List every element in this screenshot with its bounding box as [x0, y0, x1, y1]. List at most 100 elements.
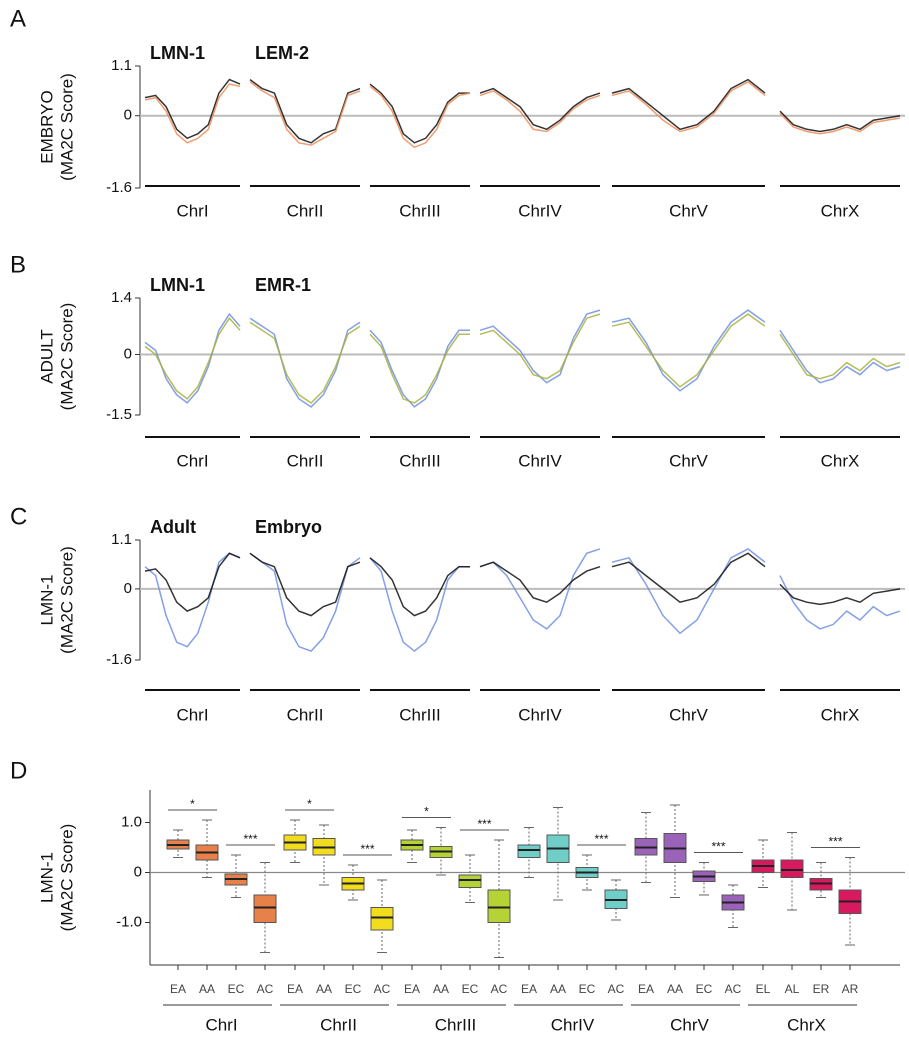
significance-label: ***: [711, 840, 725, 854]
signal-line: [479, 309, 601, 384]
x-tick-label: AC: [491, 982, 508, 996]
chromosome-label: ChrII: [287, 201, 324, 220]
chromosome-label: ChrI: [176, 705, 208, 724]
chromosome-label: ChrII: [287, 705, 324, 724]
chromosome-label: ChrV: [669, 451, 708, 470]
y-tick-label: 0: [124, 107, 132, 124]
legend-label: LEM-2: [255, 43, 309, 63]
signal-line: [479, 313, 601, 380]
signal-line: [611, 548, 766, 635]
panel-letter: D: [10, 757, 27, 784]
y-tick-label: -1.6: [106, 179, 132, 196]
chromosome-label: ChrI: [176, 201, 208, 220]
x-tick-label: AC: [374, 982, 391, 996]
y-axis-title: (MA2C Score): [57, 303, 76, 411]
x-tick-label: AC: [257, 982, 274, 996]
signal-line: [249, 552, 361, 652]
chromosome-label: ChrIII: [399, 201, 441, 220]
signal-line: [479, 561, 601, 604]
chromosome-label: ChrIV: [518, 201, 562, 220]
signal-line: [249, 552, 361, 617]
chromosome-label: ChrX: [821, 705, 860, 724]
x-tick-label: EA: [638, 982, 654, 996]
chromosome-label: ChrIII: [435, 1015, 477, 1034]
y-tick-label: 0: [134, 863, 142, 880]
signal-line: [144, 312, 241, 404]
signal-line: [479, 90, 601, 133]
signal-line: [611, 309, 766, 392]
legend-label: Adult: [150, 517, 196, 537]
legend-label: Embryo: [255, 517, 322, 537]
chromosome-label: ChrV: [669, 201, 708, 220]
significance-label: ***: [243, 832, 257, 846]
chromosome-label: ChrI: [205, 1015, 237, 1034]
signal-line: [249, 78, 361, 144]
chromosome-label: ChrIV: [518, 705, 562, 724]
signal-line: [779, 112, 901, 135]
chromosome-label: ChrIV: [551, 1015, 595, 1034]
x-tick-label: EA: [521, 982, 537, 996]
y-tick-label: -1.5: [106, 406, 132, 423]
signal-line: [369, 83, 470, 144]
legend-label: LMN-1: [150, 275, 205, 295]
signal-line: [779, 575, 901, 630]
y-axis-title: LMN-1: [37, 574, 56, 625]
y-tick-label: -1.6: [106, 651, 132, 668]
box: [253, 894, 277, 923]
signal-line: [779, 583, 901, 606]
signal-line: [144, 83, 241, 144]
chromosome-label: ChrV: [670, 1015, 709, 1034]
signal-line: [144, 316, 241, 400]
chromosome-label: ChrII: [287, 451, 324, 470]
significance-label: *: [190, 797, 195, 811]
y-axis-title: (MA2C Score): [57, 546, 76, 654]
box: [487, 889, 511, 923]
signal-line: [144, 78, 241, 140]
signal-line: [479, 548, 601, 630]
x-tick-label: EL: [756, 982, 771, 996]
significance-label: ***: [594, 832, 608, 846]
x-tick-label: AA: [199, 982, 215, 996]
box: [517, 844, 541, 858]
chromosome-label: ChrX: [821, 451, 860, 470]
signal-line: [249, 321, 361, 404]
signal-line: [369, 329, 470, 408]
panel-letter: B: [10, 251, 26, 278]
panel-letter: A: [10, 5, 26, 32]
x-tick-label: AC: [608, 982, 625, 996]
chromosome-label: ChrX: [821, 201, 860, 220]
x-tick-label: EC: [345, 982, 362, 996]
x-tick-label: EC: [462, 982, 479, 996]
y-tick-label: 0: [124, 580, 132, 597]
y-axis-title: (MA2C Score): [57, 73, 76, 181]
chromosome-label: ChrIII: [399, 705, 441, 724]
box: [780, 859, 804, 878]
signal-line: [369, 557, 470, 617]
significance-label: ***: [828, 835, 842, 849]
x-tick-label: AA: [316, 982, 332, 996]
panel-letter: C: [10, 503, 27, 530]
legend-label: LMN-1: [150, 43, 205, 63]
significance-label: ***: [360, 842, 374, 856]
chromosome-label: ChrV: [669, 705, 708, 724]
y-tick-label: 1.1: [111, 531, 132, 548]
signal-line: [611, 80, 766, 133]
chromosome-label: ChrX: [787, 1015, 826, 1034]
x-tick-label: AC: [725, 982, 742, 996]
chromosome-label: ChrIV: [518, 451, 562, 470]
signal-line: [369, 85, 471, 149]
chromosome-label: ChrI: [176, 451, 208, 470]
x-tick-label: EC: [696, 982, 713, 996]
x-tick-label: AA: [433, 982, 449, 996]
legend-label: EMR-1: [255, 275, 311, 295]
signal-line: [249, 81, 361, 146]
signal-line: [779, 110, 901, 133]
signal-line: [479, 87, 601, 131]
x-tick-label: EC: [579, 982, 596, 996]
x-tick-label: AA: [550, 982, 566, 996]
y-axis-title: ADULT: [37, 329, 56, 383]
signal-line: [611, 552, 766, 604]
y-tick-label: 0: [124, 345, 132, 362]
x-tick-label: AR: [842, 982, 859, 996]
